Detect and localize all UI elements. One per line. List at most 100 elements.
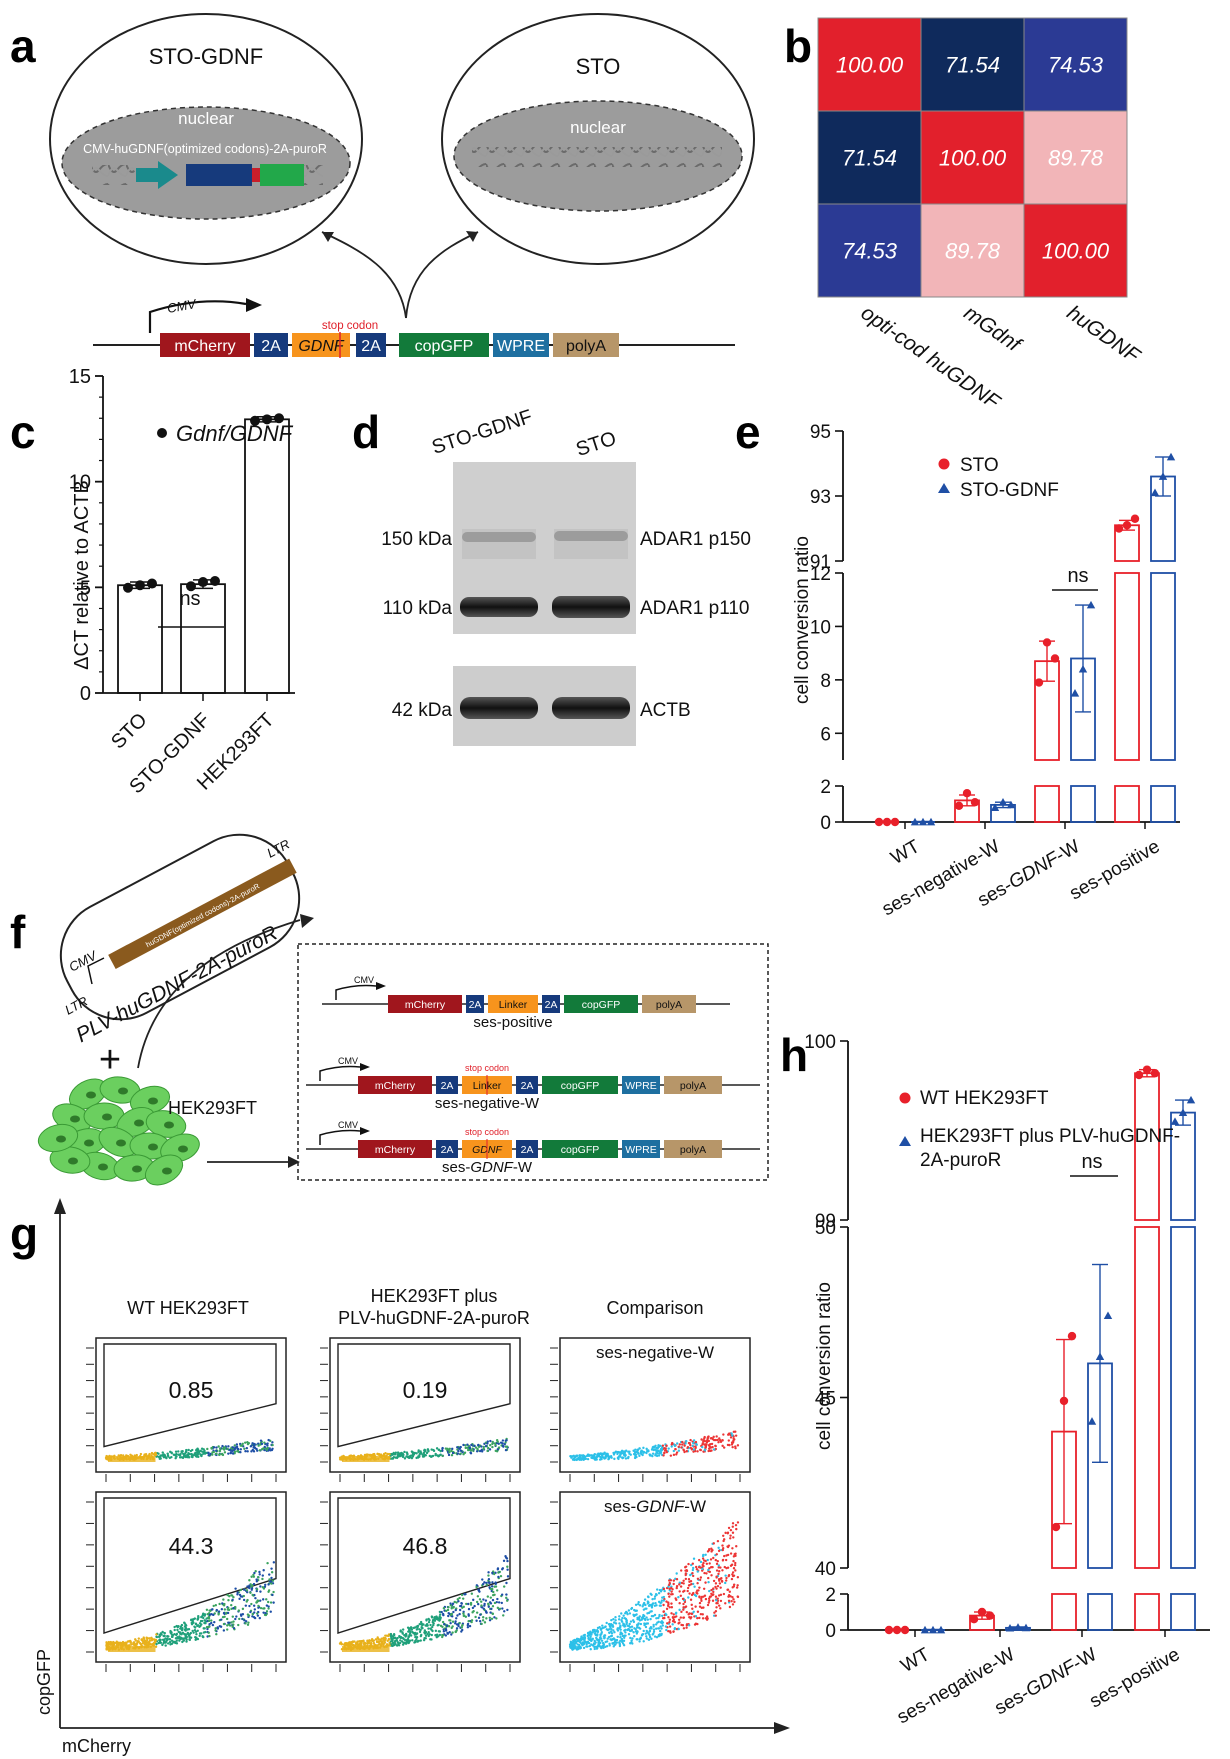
flow-event <box>709 1442 712 1446</box>
flow-event <box>415 1625 418 1628</box>
flow-event <box>630 1625 634 1628</box>
flow-event <box>492 1572 496 1576</box>
f0-seg-label: polyA <box>656 999 682 1011</box>
flow-event <box>447 1453 451 1457</box>
hek293ft-cells <box>37 1076 200 1186</box>
flow-event <box>735 1545 738 1548</box>
flow-event <box>176 1628 179 1632</box>
flow-event <box>454 1622 457 1625</box>
flow-event <box>206 1635 209 1638</box>
flow-event <box>462 1453 465 1456</box>
flow-event <box>183 1628 187 1631</box>
flow-event <box>462 1610 465 1614</box>
flow-event <box>674 1447 677 1451</box>
flow-event <box>231 1625 234 1629</box>
flow-event <box>570 1456 573 1459</box>
flow-event <box>486 1602 490 1606</box>
flow-event <box>427 1621 431 1624</box>
flow-event <box>733 1563 737 1567</box>
flow-event <box>218 1449 222 1453</box>
y-tick-label: 40 <box>815 1559 836 1580</box>
y-tick-label: 6 <box>820 724 831 745</box>
flow-event <box>270 1567 273 1570</box>
flow-event <box>456 1614 459 1617</box>
flow-event <box>423 1453 426 1457</box>
arrow-to-left <box>321 231 407 319</box>
flow-event <box>690 1583 693 1586</box>
flow-event <box>483 1621 487 1624</box>
flow-event <box>662 1610 665 1613</box>
flow-event <box>433 1619 437 1622</box>
flow-event <box>217 1445 220 1448</box>
flow-event <box>680 1569 683 1572</box>
flow-event <box>689 1573 692 1577</box>
flow-event <box>419 1634 423 1638</box>
flow-event <box>219 1447 222 1450</box>
flow-event <box>147 1641 151 1645</box>
flow-event <box>239 1448 243 1451</box>
flow-event <box>687 1562 690 1566</box>
bar-segment <box>1150 785 1176 823</box>
flow-event <box>266 1444 269 1447</box>
flow-event <box>679 1585 683 1588</box>
flow-event <box>701 1563 704 1567</box>
flow-event <box>731 1586 734 1589</box>
flow-event <box>657 1620 660 1624</box>
flow-event <box>672 1630 675 1634</box>
flow-event <box>266 1561 269 1565</box>
data-point <box>1158 472 1168 480</box>
flow-event <box>602 1635 606 1638</box>
flow-event <box>267 1438 270 1442</box>
flow-event <box>209 1609 212 1613</box>
cell-nucleus-icon <box>68 1157 78 1165</box>
flow-event <box>382 1453 386 1457</box>
flow-event <box>451 1631 454 1634</box>
flow-event <box>162 1640 166 1643</box>
flow-event <box>730 1432 733 1435</box>
flow-event <box>415 1452 418 1455</box>
flow-event <box>258 1449 262 1452</box>
data-point <box>998 798 1008 806</box>
flow-event <box>616 1635 619 1638</box>
flow-event <box>494 1444 497 1447</box>
flow-event <box>651 1633 654 1636</box>
bar-segment <box>1034 785 1060 823</box>
flow-event <box>272 1561 276 1564</box>
flow-event <box>268 1573 271 1576</box>
flow-event <box>417 1450 420 1454</box>
flow-event <box>705 1572 708 1575</box>
data-point <box>274 413 284 424</box>
panel-a: STO-GDNF STO nuclear nuclear CMV-huGDNF(… <box>49 13 755 358</box>
heatmap-cell <box>1023 203 1128 298</box>
flow-event <box>614 1619 617 1622</box>
flow-event <box>708 1570 712 1574</box>
flow-event <box>239 1595 243 1598</box>
flow-event <box>709 1595 713 1598</box>
flow-event <box>582 1456 585 1460</box>
flow-event <box>638 1640 641 1643</box>
flow-event <box>688 1592 691 1595</box>
flow-event <box>497 1442 500 1445</box>
flow-event <box>163 1638 166 1641</box>
flow-event <box>394 1456 397 1459</box>
flow-event <box>244 1622 247 1625</box>
flow-event <box>678 1583 681 1586</box>
flow-event <box>185 1455 189 1459</box>
flow-event <box>687 1578 691 1581</box>
flow-event <box>664 1625 668 1628</box>
y-tick-label: 100 <box>804 1032 836 1053</box>
gate-value: 46.8 <box>403 1533 448 1559</box>
flow-event <box>689 1438 692 1442</box>
data-point <box>1170 1117 1180 1125</box>
flow-event <box>238 1617 241 1621</box>
flow-event <box>251 1448 254 1452</box>
flow-event <box>630 1629 633 1632</box>
flow-event <box>609 1635 612 1638</box>
flow-event <box>715 1569 719 1572</box>
flow-event <box>629 1642 632 1645</box>
y-tick-label: 50 <box>815 1218 836 1239</box>
flow-event <box>601 1641 605 1645</box>
flow-event <box>372 1642 376 1645</box>
flow-event <box>227 1621 230 1624</box>
flow-event <box>148 1637 151 1640</box>
